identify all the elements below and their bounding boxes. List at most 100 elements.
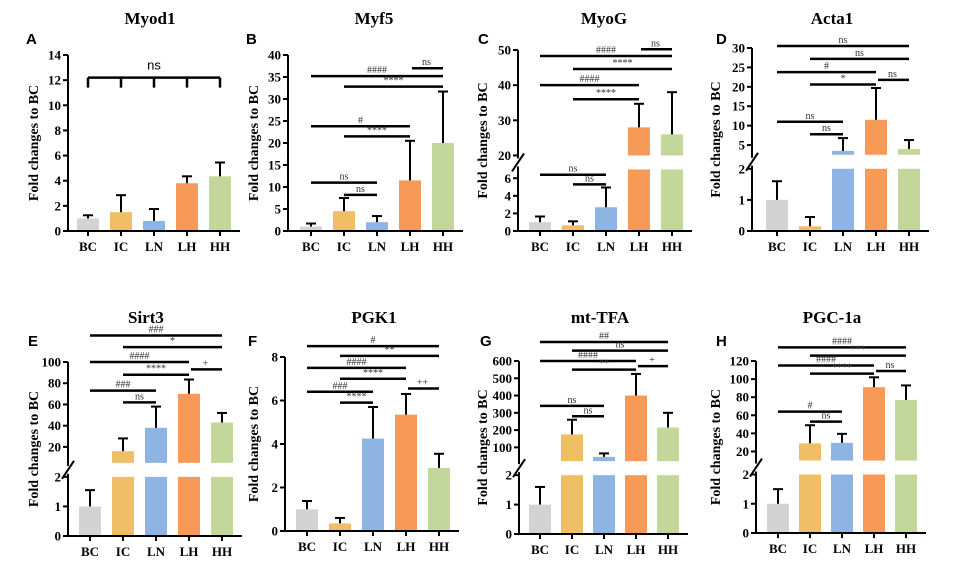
y-tick-label: 10 xyxy=(48,98,61,113)
x-tick-label: IC xyxy=(565,542,579,557)
bar-LN xyxy=(595,207,617,230)
panel-letter: B xyxy=(246,31,257,48)
significance-label: #### xyxy=(832,336,852,347)
y-tick-label: 20 xyxy=(268,136,281,151)
bar-IC xyxy=(799,443,821,461)
bar-HH-lower xyxy=(898,168,920,230)
significance-label: ns xyxy=(651,38,660,49)
significance-label: #### xyxy=(347,357,367,368)
panel-letter: A xyxy=(26,31,37,48)
bar-HH xyxy=(898,148,920,155)
x-tick-label: BC xyxy=(768,239,786,254)
y-tick-label: 6 xyxy=(505,171,512,186)
y-tick-label: 100 xyxy=(730,372,750,387)
y-tick-label: 50 xyxy=(498,43,511,58)
panel-B: B Myf5 Fold changes to BC BC IC LN LH HH 0 5 10 15 2… xyxy=(246,9,463,254)
bar-IC-lower xyxy=(112,476,134,535)
x-tick-label: IC xyxy=(803,239,817,254)
y-tick-label: 25 xyxy=(268,114,282,129)
y-tick-label: 400 xyxy=(493,388,513,403)
y-tick-label: 14 xyxy=(48,48,62,63)
y-tick-label: 60 xyxy=(736,408,749,423)
x-tick-label: HH xyxy=(658,542,678,557)
bar-LN-lower xyxy=(593,475,615,533)
bar-HH xyxy=(895,399,917,461)
bar-LH xyxy=(625,395,647,462)
x-tick-label: LH xyxy=(630,239,649,254)
bar-LH xyxy=(865,119,887,155)
x-tick-label: IC xyxy=(337,239,351,254)
x-tick-label: HH xyxy=(662,239,682,254)
y-tick-label: 600 xyxy=(493,354,513,369)
y-tick-label: 10 xyxy=(268,180,281,195)
significance-label: ns xyxy=(340,172,349,183)
bar-HH-lower xyxy=(661,169,683,230)
panel-letter: D xyxy=(716,31,727,48)
x-tick-label: LN xyxy=(834,239,853,254)
bar-LH-lower xyxy=(628,169,650,230)
significance-label: ## xyxy=(599,331,609,342)
y-tick-label: 25 xyxy=(732,60,746,75)
bar-HH xyxy=(661,134,683,156)
y-tick-label: 8 xyxy=(55,123,62,138)
y-tick-label: 40 xyxy=(498,78,511,93)
significance-label: ++ xyxy=(417,378,429,389)
bar-LN-lower xyxy=(145,476,167,535)
panel-G: Gmt-TFA Fold changes to BC BC IC LN LH HH 0 1 2 10… xyxy=(476,308,688,557)
y-tick-label: 80 xyxy=(48,376,61,391)
significance-label: ns xyxy=(356,184,365,195)
significance-label: ns xyxy=(806,111,815,122)
y-tick-label: 1 xyxy=(743,496,750,511)
y-tick-label: 4 xyxy=(272,437,279,452)
x-tick-label: LN xyxy=(595,542,614,557)
x-tick-label: IC xyxy=(803,541,817,556)
y-tick-label: 120 xyxy=(730,354,750,369)
significance-label: ** xyxy=(599,359,609,370)
bar-LN xyxy=(366,222,388,230)
x-tick-label: HH xyxy=(429,539,449,554)
significance-label: ns xyxy=(822,123,831,134)
panel-letter: F xyxy=(248,333,257,350)
y-tick-label: 0 xyxy=(506,527,513,542)
y-tick-label: 2 xyxy=(743,467,750,482)
y-axis-label: Fold changes to BC xyxy=(27,85,42,201)
significance-label: ** xyxy=(385,345,395,356)
y-tick-label: 20 xyxy=(48,439,61,454)
bar-LN xyxy=(831,442,853,461)
x-tick-label: BC xyxy=(79,239,97,254)
y-tick-label: 35 xyxy=(268,70,282,85)
y-tick-label: 2 xyxy=(55,198,62,213)
panel-H: H PGC-1a Fold changes to BC BC IC LN LH HH 0 1 2 20… xyxy=(709,308,926,556)
bar-LN-lower xyxy=(832,168,854,230)
significance-label: ### xyxy=(116,380,131,391)
x-tick-label: LN xyxy=(145,239,164,254)
bar-LH xyxy=(395,414,417,530)
significance-label: ns xyxy=(855,48,864,59)
y-tick-label: 8 xyxy=(272,350,279,365)
bar-HH-lower xyxy=(895,474,917,532)
significance-label: #### xyxy=(367,65,387,76)
y-tick-label: 40 xyxy=(268,48,281,63)
significance-label: **** xyxy=(832,363,852,374)
bar-IC xyxy=(112,451,134,463)
y-tick-label: 0 xyxy=(505,224,512,239)
y-tick-label: 0 xyxy=(275,224,282,239)
significance-label: **** xyxy=(613,58,633,69)
x-tick-label: LH xyxy=(397,539,416,554)
bar-BC xyxy=(79,506,101,535)
x-tick-label: BC xyxy=(531,542,549,557)
significance-label: ns xyxy=(839,35,848,46)
significance-label: ns xyxy=(886,360,895,371)
significance-label: ns xyxy=(147,58,161,73)
bar-LH xyxy=(399,180,421,230)
y-tick-label: 5 xyxy=(275,202,282,217)
significance-label: **** xyxy=(363,368,383,379)
bar-IC xyxy=(799,226,821,230)
y-tick-label: 1 xyxy=(739,192,746,207)
y-tick-label: 4 xyxy=(55,173,62,188)
x-tick-label: BC xyxy=(298,539,316,554)
y-tick-label: 500 xyxy=(493,371,513,386)
x-tick-label: IC xyxy=(333,539,347,554)
